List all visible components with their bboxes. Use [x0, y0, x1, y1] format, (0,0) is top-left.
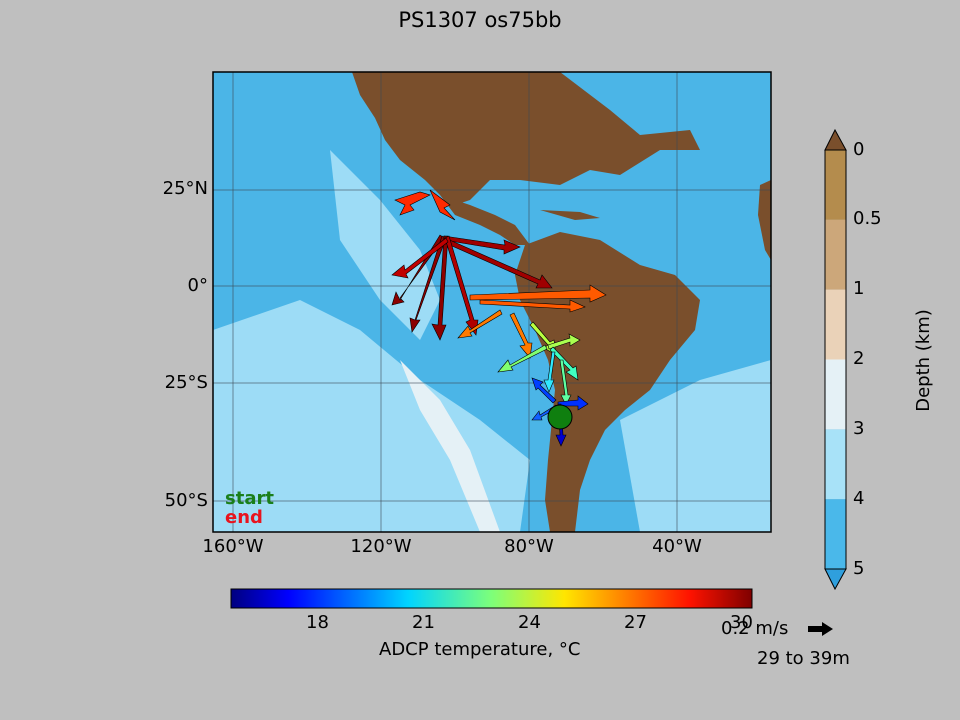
depth-tick: 0 [853, 139, 865, 160]
temp-colorbar-label: ADCP temperature, °C [379, 639, 581, 660]
land-north-america [352, 72, 700, 205]
vector-arrow [429, 189, 456, 221]
depth-colorbar-segment [825, 150, 846, 220]
temperature-colorbar [230, 588, 753, 609]
temp-tick: 24 [518, 612, 541, 633]
vector-arrow [457, 309, 503, 339]
graticule [213, 72, 771, 532]
vector-arrow [394, 191, 431, 216]
vector-arrow [442, 237, 553, 289]
vector-arrow [391, 237, 449, 279]
depth-colorbar-segment [825, 499, 846, 569]
land-africa-edge [758, 180, 771, 260]
depth-colorbar-segment [825, 289, 846, 360]
map-frame [212, 71, 772, 533]
depth-colorbar-segment [825, 219, 846, 290]
depth-colorbar-top-extension [824, 128, 847, 151]
vector-arrow [549, 346, 579, 381]
velocity-vectors [391, 189, 607, 447]
depth-colorbar-bottom-extension [824, 568, 847, 591]
lat-tick-0: 0° [187, 275, 208, 296]
lon-tick-160w: 160°W [202, 536, 264, 557]
depth-tick: 2 [853, 348, 865, 369]
start-marker [547, 404, 573, 430]
quiver-depth-range: 29 to 39m [757, 648, 850, 669]
vector-arrow [543, 351, 556, 393]
temp-tick: 30 [730, 612, 753, 633]
shallow-ocean-band-atlantic [620, 360, 771, 532]
depth-colorbar [824, 128, 847, 591]
lon-tick-120w: 120°W [350, 536, 412, 557]
land-central-america [440, 195, 530, 245]
temp-tick: 27 [624, 612, 647, 633]
depth-tick: 1 [853, 278, 865, 299]
depth-tick: 4 [853, 488, 865, 509]
vector-arrow [469, 284, 607, 303]
lat-tick-25n: 25°N [162, 178, 208, 199]
depth-colorbar-segment [825, 359, 846, 430]
vector-arrow [559, 359, 572, 406]
temperature-colorbar-fill [230, 588, 753, 609]
vector-arrow [409, 235, 447, 333]
depth-tick: 3 [853, 418, 865, 439]
depth-colorbar-title: Depth (km) [912, 309, 934, 412]
temp-tick: 18 [306, 612, 329, 633]
figure-title: PS1307 os75bb [398, 8, 562, 32]
lat-tick-50s: 50°S [164, 490, 208, 511]
shallow-ocean-band-mid [330, 150, 440, 340]
vector-arrow [531, 377, 557, 404]
quiver-key-arrow [808, 622, 833, 636]
quiver-key-label: 0.2 m/s [721, 618, 789, 639]
vector-arrow [431, 235, 449, 341]
map-panel [213, 72, 771, 532]
lon-tick-40w: 40°W [652, 536, 702, 557]
shallow-ocean-band-west [213, 300, 530, 532]
vector-arrow [497, 344, 548, 373]
temp-tick: 21 [412, 612, 435, 633]
legend-end: end [225, 507, 263, 528]
ridge-band [400, 360, 500, 532]
depth-colorbar-segments [825, 150, 846, 569]
depth-colorbar-frame [824, 149, 847, 570]
legend-start: start [225, 488, 274, 509]
lat-tick-25s: 25°S [164, 372, 208, 393]
depth-tick: 0.5 [853, 208, 882, 229]
vector-arrow [509, 312, 533, 359]
depth-tick: 5 [853, 558, 865, 579]
land-caribbean [540, 210, 600, 220]
depth-colorbar-segment [825, 429, 846, 500]
lon-tick-80w: 80°W [504, 536, 554, 557]
vector-arrow [479, 299, 586, 313]
